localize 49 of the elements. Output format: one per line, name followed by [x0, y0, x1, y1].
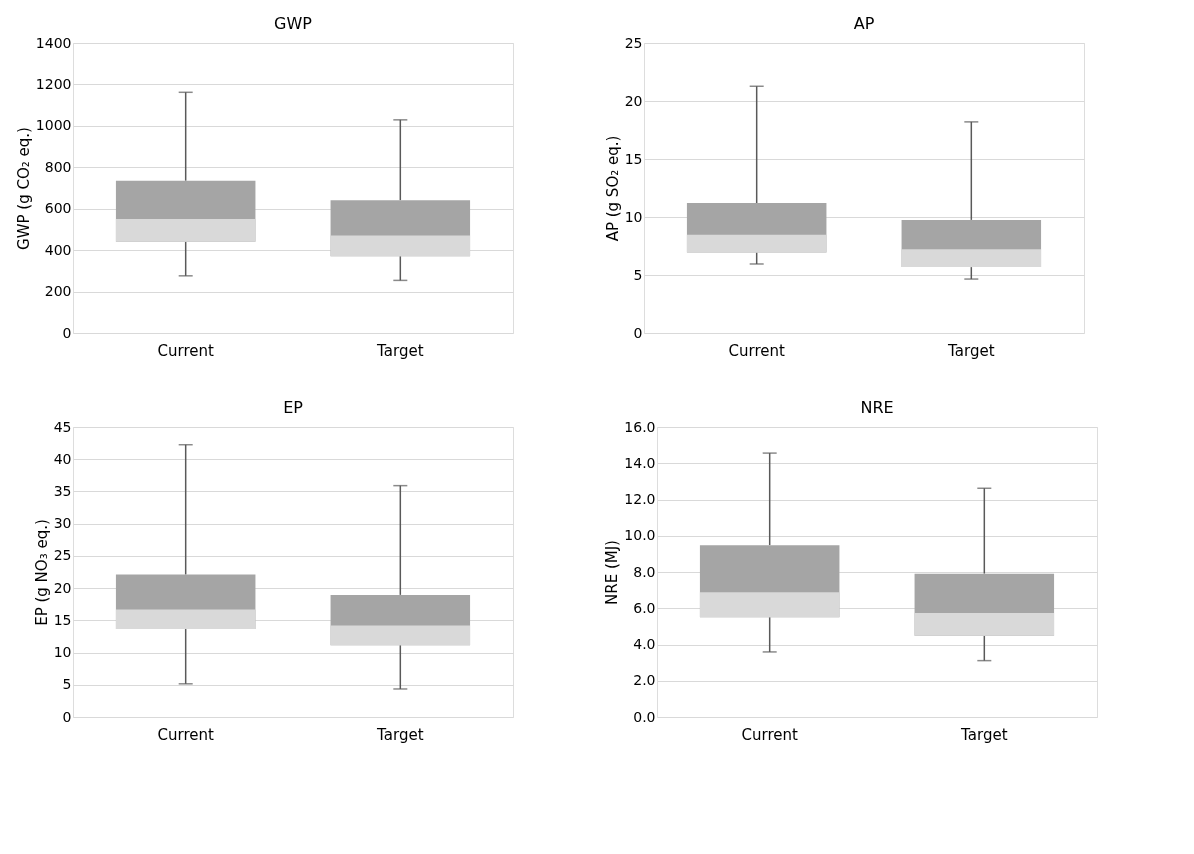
y-axis-title: GWP (g CO₂ eq.) — [14, 127, 33, 250]
y-tick-label: 12.0 — [624, 491, 656, 507]
x-tick-label: Current — [157, 341, 214, 360]
chart-title: GWP — [274, 14, 313, 33]
y-tick-label: 15 — [53, 611, 72, 628]
y-tick-label: 800 — [44, 158, 72, 175]
y-tick-label: 8.0 — [633, 563, 656, 580]
x-tick-label: Current — [157, 725, 214, 744]
x-tick-label: Target — [376, 725, 424, 744]
y-tick-label: 5 — [633, 266, 643, 283]
y-tick-label: 35 — [53, 482, 72, 499]
y-tick-label: 10.0 — [624, 527, 656, 544]
y-tick-label: 0 — [62, 324, 72, 341]
y-tick-label: 40 — [53, 450, 72, 467]
y-tick-label: 2.0 — [633, 672, 656, 689]
y-tick-label: 6.0 — [633, 599, 656, 616]
y-tick-label: 600 — [44, 200, 72, 217]
y-tick-label: 0 — [633, 324, 643, 341]
x-tick-label: Current — [728, 341, 785, 360]
y-tick-label: 20 — [53, 579, 72, 596]
y-tick-label: 14.0 — [624, 454, 656, 471]
chart-title: EP — [283, 398, 304, 417]
y-tick-label: 0.0 — [633, 708, 656, 725]
y-tick-label: 1000 — [35, 117, 72, 134]
y-tick-label: 15 — [624, 150, 643, 167]
y-axis-title: AP (g SO₂ eq.) — [603, 135, 622, 242]
y-tick-label: 0 — [62, 708, 72, 725]
x-tick-label: Current — [741, 725, 798, 744]
y-tick-label: 16.0 — [624, 418, 656, 435]
x-tick-label: Target — [376, 341, 424, 360]
y-tick-label: 400 — [44, 241, 72, 258]
y-tick-label: 1200 — [35, 75, 72, 92]
chart-title: AP — [853, 14, 875, 33]
y-tick-label: 1400 — [35, 34, 72, 51]
y-tick-label: 10 — [53, 644, 72, 661]
y-tick-label: 30 — [53, 515, 72, 532]
y-tick-label: 25 — [624, 34, 643, 51]
y-tick-label: 45 — [53, 418, 72, 435]
y-tick-label: 25 — [53, 547, 72, 564]
y-axis-title: EP (g NO₃ eq.) — [32, 519, 51, 626]
x-tick-label: Target — [947, 341, 995, 360]
y-tick-label: 10 — [624, 208, 643, 225]
y-tick-label: 200 — [44, 283, 72, 300]
y-axis-title: NRE (MJ) — [603, 540, 622, 605]
y-tick-label: 4.0 — [633, 636, 656, 652]
chart-title: NRE — [860, 398, 894, 417]
y-tick-label: 20 — [624, 92, 643, 109]
y-tick-label: 5 — [62, 676, 72, 693]
x-tick-label: Target — [960, 725, 1008, 744]
